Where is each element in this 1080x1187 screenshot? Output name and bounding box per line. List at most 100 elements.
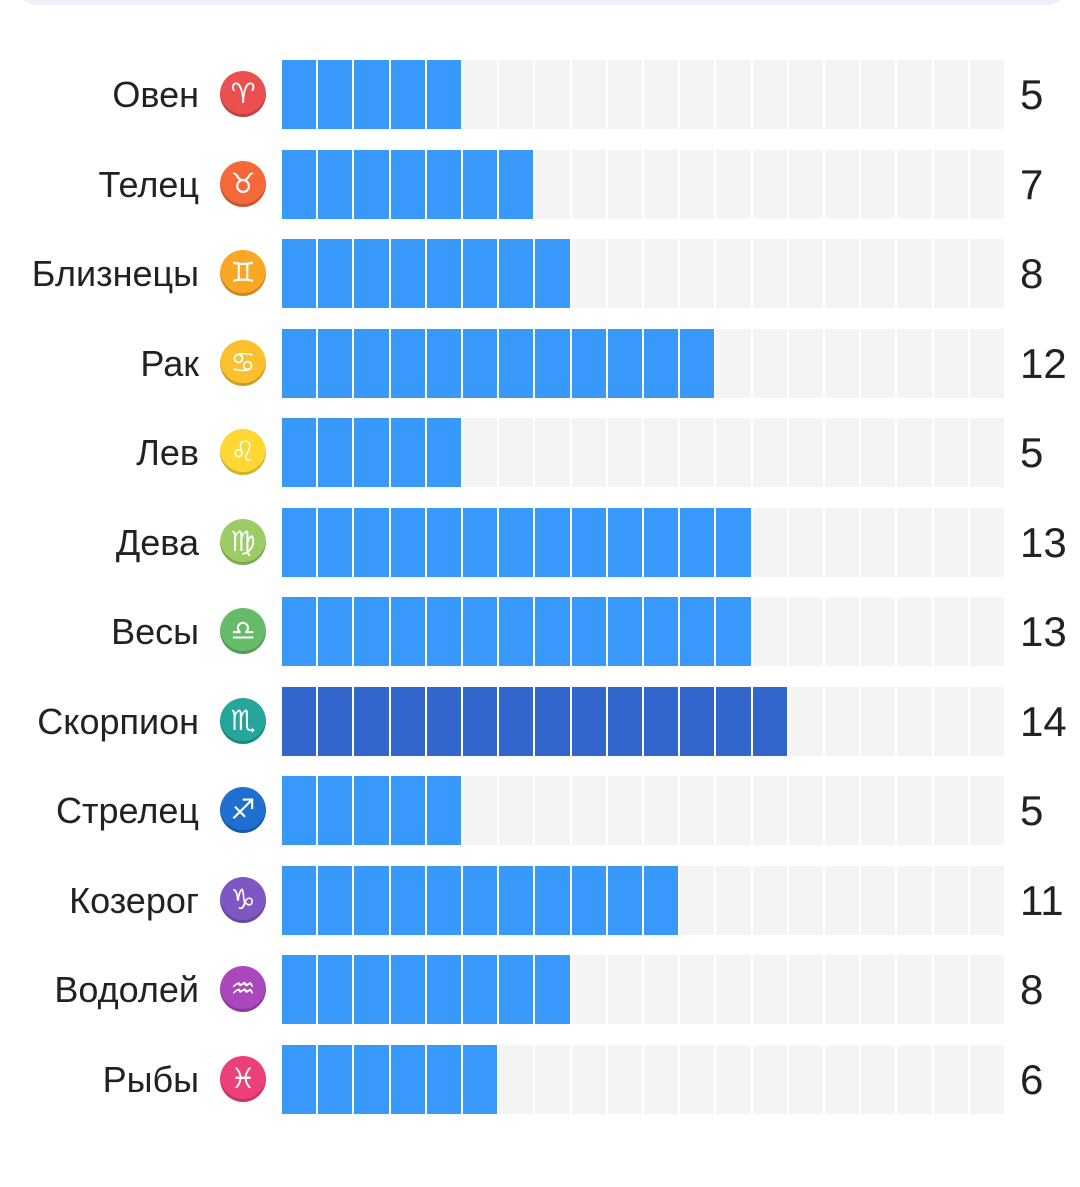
bar-track: [282, 328, 1006, 398]
bar-track: [282, 686, 1006, 756]
scorpio-icon: ♏︎: [220, 697, 266, 744]
bar-segment-empty: [607, 955, 642, 1024]
bar-segment-empty: [752, 60, 787, 129]
bar-segment-empty: [644, 60, 679, 129]
bar-track: [282, 507, 1006, 577]
bar-segment-empty: [607, 776, 642, 845]
top-card: [18, 0, 1066, 5]
bar-segment-empty: [716, 60, 751, 129]
pisces-icon: ♓︎: [220, 1055, 266, 1102]
value-label: 7: [1020, 160, 1044, 208]
bar-segment-filled: [535, 597, 570, 666]
bar-segment-filled: [463, 955, 498, 1024]
bar-segment-filled: [607, 865, 642, 935]
bar-segment-filled: [354, 507, 389, 577]
bar-track: [282, 60, 1006, 129]
bar-segment-empty: [897, 597, 932, 666]
bar-segment-filled: [318, 60, 353, 129]
bar-track: [282, 865, 1006, 935]
bar-segment-empty: [969, 418, 1004, 487]
bar-segment-empty: [861, 1044, 896, 1114]
bar-segment-filled: [390, 149, 425, 219]
bar-segment-empty: [897, 776, 932, 845]
bar-segment-filled: [390, 776, 425, 845]
value-label: 13: [1020, 608, 1067, 655]
bar-segment-empty: [969, 776, 1004, 845]
bar-segment-empty: [897, 239, 932, 308]
bar-segment-filled: [607, 686, 642, 756]
bar-segment-filled: [354, 597, 389, 666]
bar-segment-filled: [318, 865, 353, 935]
bar-track: [282, 149, 1006, 219]
bar-segment-empty: [571, 776, 606, 845]
taurus-icon: ♉︎: [220, 160, 266, 207]
bar-segment-empty: [788, 418, 823, 487]
bar-segment-filled: [571, 865, 606, 935]
bar-segment-empty: [788, 865, 823, 935]
bar-segment-filled: [426, 328, 461, 398]
bar-segment-filled: [354, 1044, 389, 1114]
bar-segment-filled: [463, 328, 498, 398]
bar-segment-empty: [535, 418, 570, 487]
bar-segment-filled: [644, 865, 679, 935]
bar-segment-filled: [354, 328, 389, 398]
category-label: Телец: [98, 163, 199, 205]
bar-segment-empty: [535, 149, 570, 219]
bar-segment-empty: [752, 776, 787, 845]
bar-segment-filled: [499, 507, 534, 577]
bar-segment-empty: [752, 418, 787, 487]
bar-segment-empty: [499, 60, 534, 129]
bar-segment-filled: [282, 865, 317, 935]
bar-segment-filled: [318, 507, 353, 577]
bar-segment-filled: [282, 149, 317, 219]
bar-segment-empty: [933, 60, 968, 129]
bar-segment-filled: [499, 149, 534, 219]
bar-segment-filled: [752, 686, 787, 756]
bar-segment-empty: [607, 418, 642, 487]
bar-segment-empty: [825, 865, 860, 935]
value-label: 6: [1020, 1055, 1044, 1103]
bar-segment-empty: [680, 955, 715, 1024]
bar-segment-filled: [607, 597, 642, 666]
bar-segment-filled: [390, 418, 425, 487]
category-label: Козерог: [69, 879, 199, 921]
bar-segment-empty: [861, 328, 896, 398]
bar-segment-filled: [716, 507, 751, 577]
bar-segment-filled: [390, 686, 425, 756]
bar-row: Рак ♋︎ 12: [0, 328, 1080, 398]
bar-track: [282, 418, 1006, 487]
category-label: Рыбы: [102, 1058, 199, 1100]
bar-segment-filled: [463, 149, 498, 219]
virgo-icon: ♍︎: [220, 518, 266, 565]
bar-segment-filled: [499, 239, 534, 308]
bar-segment-empty: [463, 776, 498, 845]
bar-segment-filled: [571, 686, 606, 756]
bar-segment-empty: [969, 239, 1004, 308]
bar-row: Близнецы ♊︎ 8: [0, 239, 1080, 308]
bar-segment-empty: [571, 239, 606, 308]
bar-segment-empty: [644, 239, 679, 308]
bar-segment-empty: [897, 686, 932, 756]
bar-segment-empty: [788, 328, 823, 398]
bar-segment-filled: [354, 776, 389, 845]
bar-segment-filled: [426, 955, 461, 1024]
bar-segment-empty: [861, 865, 896, 935]
bar-segment-filled: [499, 955, 534, 1024]
bar-segment-filled: [354, 60, 389, 129]
bar-segment-filled: [390, 507, 425, 577]
bar-segment-filled: [499, 865, 534, 935]
bar-segment-empty: [825, 597, 860, 666]
bar-segment-empty: [680, 865, 715, 935]
bar-segment-filled: [426, 507, 461, 577]
bar-segment-empty: [825, 149, 860, 219]
bar-segment-empty: [716, 1044, 751, 1114]
bar-segment-empty: [825, 239, 860, 308]
bar-segment-empty: [969, 865, 1004, 935]
bar-segment-filled: [463, 507, 498, 577]
bar-segment-empty: [716, 149, 751, 219]
bar-segment-empty: [535, 1044, 570, 1114]
bar-segment-filled: [426, 597, 461, 666]
value-label: 8: [1020, 250, 1044, 297]
bar-segment-empty: [969, 686, 1004, 756]
bar-segment-empty: [680, 418, 715, 487]
